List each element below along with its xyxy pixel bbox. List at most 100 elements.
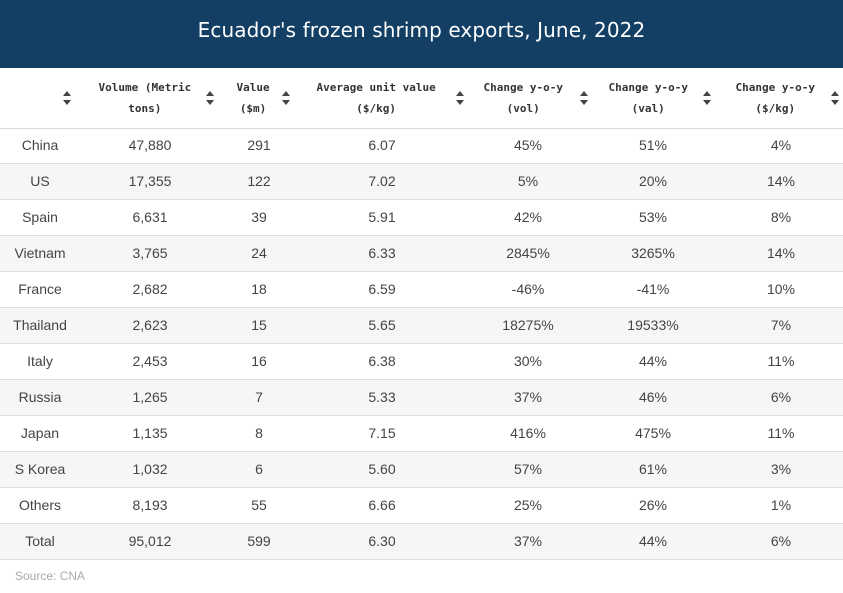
cell-value: 7 bbox=[255, 389, 263, 405]
table-row: Spain 6,631 39 5.91 42% 53% 8% bbox=[0, 200, 843, 236]
cell-vol_chg: 45% bbox=[513, 137, 543, 153]
table-body: China 47,880 291 6.07 45% 51% 4% US 17,355 122 7.0… bbox=[0, 128, 843, 560]
cell-kg_chg: 4% bbox=[770, 137, 792, 153]
sort-icon[interactable] bbox=[206, 91, 214, 105]
cell-vol_chg: 57% bbox=[513, 461, 543, 477]
column-header-val_chg[interactable]: Change y-o-y (val) bbox=[609, 68, 688, 128]
cell-value: 16 bbox=[251, 353, 267, 369]
table-row: Others 8,193 55 6.66 25% 26% 1% bbox=[0, 488, 843, 524]
sort-icon[interactable] bbox=[831, 91, 839, 105]
cell-country: Japan bbox=[20, 425, 60, 441]
cell-country: Italy bbox=[27, 353, 53, 369]
cell-kg_chg: 11% bbox=[767, 425, 795, 441]
column-header-vol_chg[interactable]: Change y-o-y (vol) bbox=[484, 68, 563, 128]
cell-vol_chg: -46% bbox=[511, 281, 545, 297]
source-note: Source: CNA bbox=[15, 569, 86, 583]
cell-volume: 2,453 bbox=[132, 353, 168, 369]
cell-vol_chg: 30% bbox=[513, 353, 543, 369]
cell-unit: 7.02 bbox=[368, 173, 396, 189]
cell-kg_chg: 1% bbox=[770, 497, 792, 513]
table-row: France 2,682 18 6.59 -46% -41% 10% bbox=[0, 272, 843, 308]
cell-unit: 6.38 bbox=[368, 353, 396, 369]
cell-value: 291 bbox=[247, 137, 271, 153]
sort-icon[interactable] bbox=[63, 91, 71, 105]
cell-value: 599 bbox=[247, 533, 271, 549]
cell-unit: 5.60 bbox=[368, 461, 396, 477]
cell-value: 6 bbox=[255, 461, 263, 477]
cell-val_chg: 475% bbox=[635, 425, 671, 441]
column-header-value[interactable]: Value ($m) bbox=[237, 68, 270, 128]
cell-volume: 47,880 bbox=[128, 137, 172, 153]
cell-unit: 6.66 bbox=[368, 497, 396, 513]
cell-country: Thailand bbox=[13, 317, 67, 333]
column-header-unit[interactable]: Average unit value ($/kg) bbox=[317, 68, 436, 128]
cell-value: 122 bbox=[247, 173, 271, 189]
cell-val_chg: 61% bbox=[638, 461, 668, 477]
cell-val_chg: 20% bbox=[638, 173, 668, 189]
cell-val_chg: -41% bbox=[636, 281, 670, 297]
cell-volume: 17,355 bbox=[128, 173, 172, 189]
cell-country: US bbox=[30, 173, 50, 189]
cell-country: Total bbox=[25, 533, 55, 549]
cell-vol_chg: 5% bbox=[517, 173, 539, 189]
cell-volume: 1,032 bbox=[132, 461, 168, 477]
cell-country: China bbox=[21, 137, 59, 153]
sort-icon[interactable] bbox=[703, 91, 711, 105]
cell-val_chg: 53% bbox=[638, 209, 668, 225]
cell-vol_chg: 37% bbox=[513, 389, 543, 405]
table-row: US 17,355 122 7.02 5% 20% 14% bbox=[0, 164, 843, 200]
cell-val_chg: 44% bbox=[638, 353, 668, 369]
cell-value: 8 bbox=[255, 425, 263, 441]
cell-volume: 1,265 bbox=[132, 389, 168, 405]
cell-val_chg: 26% bbox=[638, 497, 668, 513]
column-header-kg_chg[interactable]: Change y-o-y ($/kg) bbox=[736, 68, 815, 128]
sort-icon[interactable] bbox=[580, 91, 588, 105]
table-row: Japan 1,135 8 7.15 416% 475% 11% bbox=[0, 416, 843, 452]
cell-country: Russia bbox=[18, 389, 62, 405]
column-header-label: Value ($m) bbox=[236, 81, 270, 115]
cell-val_chg: 51% bbox=[638, 137, 668, 153]
cell-volume: 1,135 bbox=[132, 425, 168, 441]
cell-val_chg: 44% bbox=[638, 533, 668, 549]
cell-kg_chg: 14% bbox=[766, 245, 796, 261]
table-row: Total 95,012 599 6.30 37% 44% 6% bbox=[0, 524, 843, 560]
column-header-label: Change y-o-y ($/kg) bbox=[735, 81, 815, 115]
column-header-label: Change y-o-y (val) bbox=[608, 81, 688, 115]
sort-icon[interactable] bbox=[282, 91, 290, 105]
table-row: Thailand 2,623 15 5.65 18275% 19533% 7% bbox=[0, 308, 843, 344]
cell-country: Spain bbox=[22, 209, 58, 225]
table-row: Vietnam 3,765 24 6.33 2845% 3265% 14% bbox=[0, 236, 843, 272]
cell-value: 39 bbox=[251, 209, 267, 225]
cell-country: S Korea bbox=[14, 461, 66, 477]
cell-kg_chg: 6% bbox=[770, 533, 792, 549]
cell-value: 18 bbox=[251, 281, 267, 297]
cell-country: Vietnam bbox=[14, 245, 66, 261]
cell-country: Others bbox=[18, 497, 62, 513]
cell-vol_chg: 416% bbox=[510, 425, 546, 441]
cell-unit: 5.33 bbox=[368, 389, 396, 405]
cell-kg_chg: 10% bbox=[766, 281, 796, 297]
cell-unit: 6.30 bbox=[368, 533, 396, 549]
cell-kg_chg: 11% bbox=[767, 353, 795, 369]
cell-vol_chg: 18275% bbox=[502, 317, 554, 333]
cell-unit: 5.91 bbox=[368, 209, 396, 225]
cell-kg_chg: 3% bbox=[770, 461, 792, 477]
cell-country: France bbox=[18, 281, 62, 297]
cell-volume: 8,193 bbox=[132, 497, 168, 513]
column-header-label: Volume (Metric tons) bbox=[98, 81, 192, 115]
cell-volume: 95,012 bbox=[128, 533, 172, 549]
cell-kg_chg: 8% bbox=[770, 209, 792, 225]
cell-value: 55 bbox=[251, 497, 267, 513]
sort-icon[interactable] bbox=[456, 91, 464, 105]
column-header-volume[interactable]: Volume (Metric tons) bbox=[99, 68, 192, 128]
cell-unit: 6.59 bbox=[368, 281, 396, 297]
cell-value: 15 bbox=[251, 317, 267, 333]
column-header-label: Change y-o-y (vol) bbox=[483, 81, 563, 115]
cell-unit: 7.15 bbox=[368, 425, 396, 441]
cell-kg_chg: 6% bbox=[770, 389, 792, 405]
cell-val_chg: 3265% bbox=[631, 245, 675, 261]
chart-header: Ecuador's frozen shrimp exports, June, 2… bbox=[0, 0, 843, 68]
cell-volume: 6,631 bbox=[132, 209, 168, 225]
chart-title: Ecuador's frozen shrimp exports, June, 2… bbox=[197, 18, 646, 42]
cell-vol_chg: 42% bbox=[513, 209, 543, 225]
